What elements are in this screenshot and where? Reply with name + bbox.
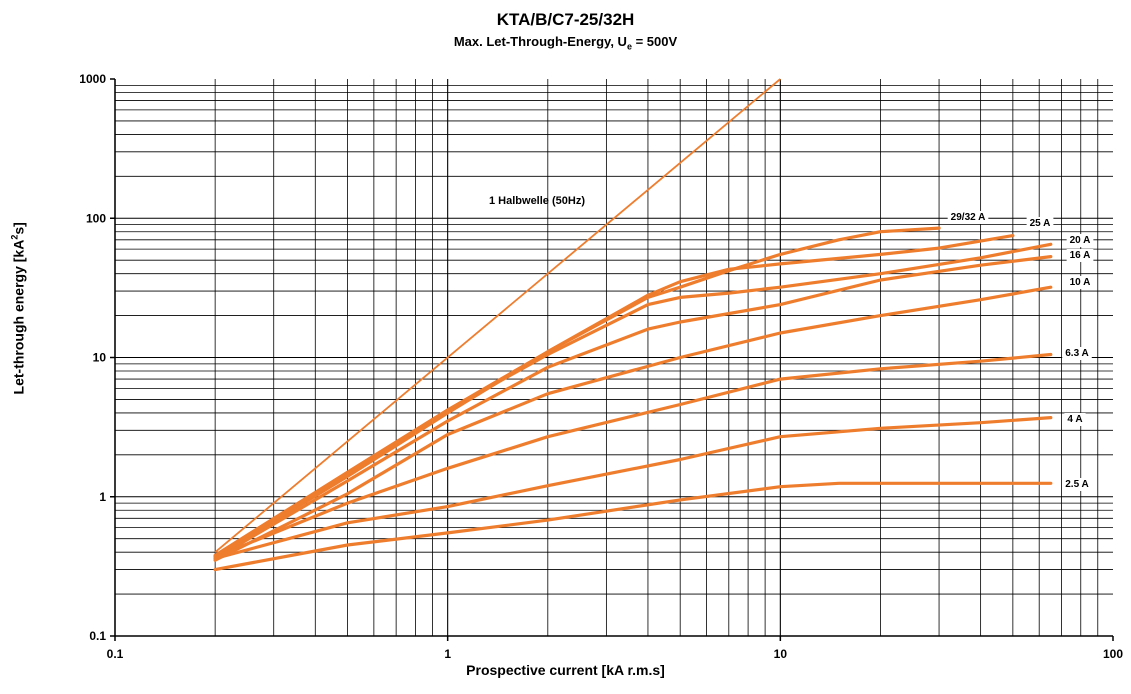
y-axis-label-text: Let-through energy [kA — [10, 239, 27, 395]
series-label: 6.3 A — [1065, 348, 1089, 359]
series-line — [213, 416, 1053, 561]
chart-title: KTA/B/C7-25/32H — [496, 10, 635, 29]
x-axis-label: Prospective current [kA r.m.s] — [466, 662, 665, 678]
series-label-background — [1026, 217, 1054, 230]
series-label-background — [1066, 234, 1094, 247]
y-tick-label: 1000 — [79, 72, 106, 86]
y-tick-label: 10 — [93, 351, 107, 365]
x-tick-label: 10 — [774, 647, 788, 661]
series-label: 25 A — [1030, 218, 1051, 229]
chart-subtitle-tail: = 500V — [631, 34, 678, 49]
series-label: 29/32 A — [951, 212, 986, 223]
series-line — [213, 255, 1053, 561]
y-axis-label: Let-through energy [kA2s] — [10, 198, 27, 418]
y-axis-label-tail: s] — [10, 222, 27, 235]
series-line — [213, 285, 1053, 562]
y-tick-label: 100 — [86, 211, 106, 225]
reference-line — [214, 78, 781, 553]
series-label: 10 A — [1070, 277, 1091, 288]
y-tick-label: 0.1 — [89, 629, 106, 643]
y-tick-label: 1 — [99, 490, 106, 504]
y-axis-label-superscript: 2 — [9, 234, 20, 240]
series-label: 4 A — [1067, 414, 1082, 425]
reference-line-label: 1 Halbwelle (50Hz) — [489, 195, 585, 207]
series-line — [213, 352, 1053, 559]
series-label-background — [1066, 276, 1094, 289]
chart-subtitle: Max. Let-Through-Energy, Ue = 500V — [0, 34, 1131, 52]
series-label-background — [1062, 347, 1092, 360]
series-label-background — [1064, 413, 1086, 426]
series-line — [213, 481, 1053, 572]
series-label-background — [947, 211, 989, 224]
series-line — [213, 234, 1015, 559]
x-tick-label: 1 — [444, 647, 451, 661]
series-label: 2.5 A — [1065, 479, 1089, 490]
chart-subtitle-text: Max. Let-Through-Energy, U — [453, 34, 627, 49]
chart-subtitle-subscript: e — [626, 41, 632, 52]
series-label-background — [1066, 249, 1094, 262]
x-tick-label: 0.1 — [107, 647, 124, 661]
series-label: 16 A — [1070, 250, 1091, 261]
series-line — [213, 242, 1053, 559]
x-tick-label: 100 — [1103, 647, 1123, 661]
series-label: 20 A — [1070, 235, 1091, 246]
series-label-background — [1062, 478, 1092, 491]
